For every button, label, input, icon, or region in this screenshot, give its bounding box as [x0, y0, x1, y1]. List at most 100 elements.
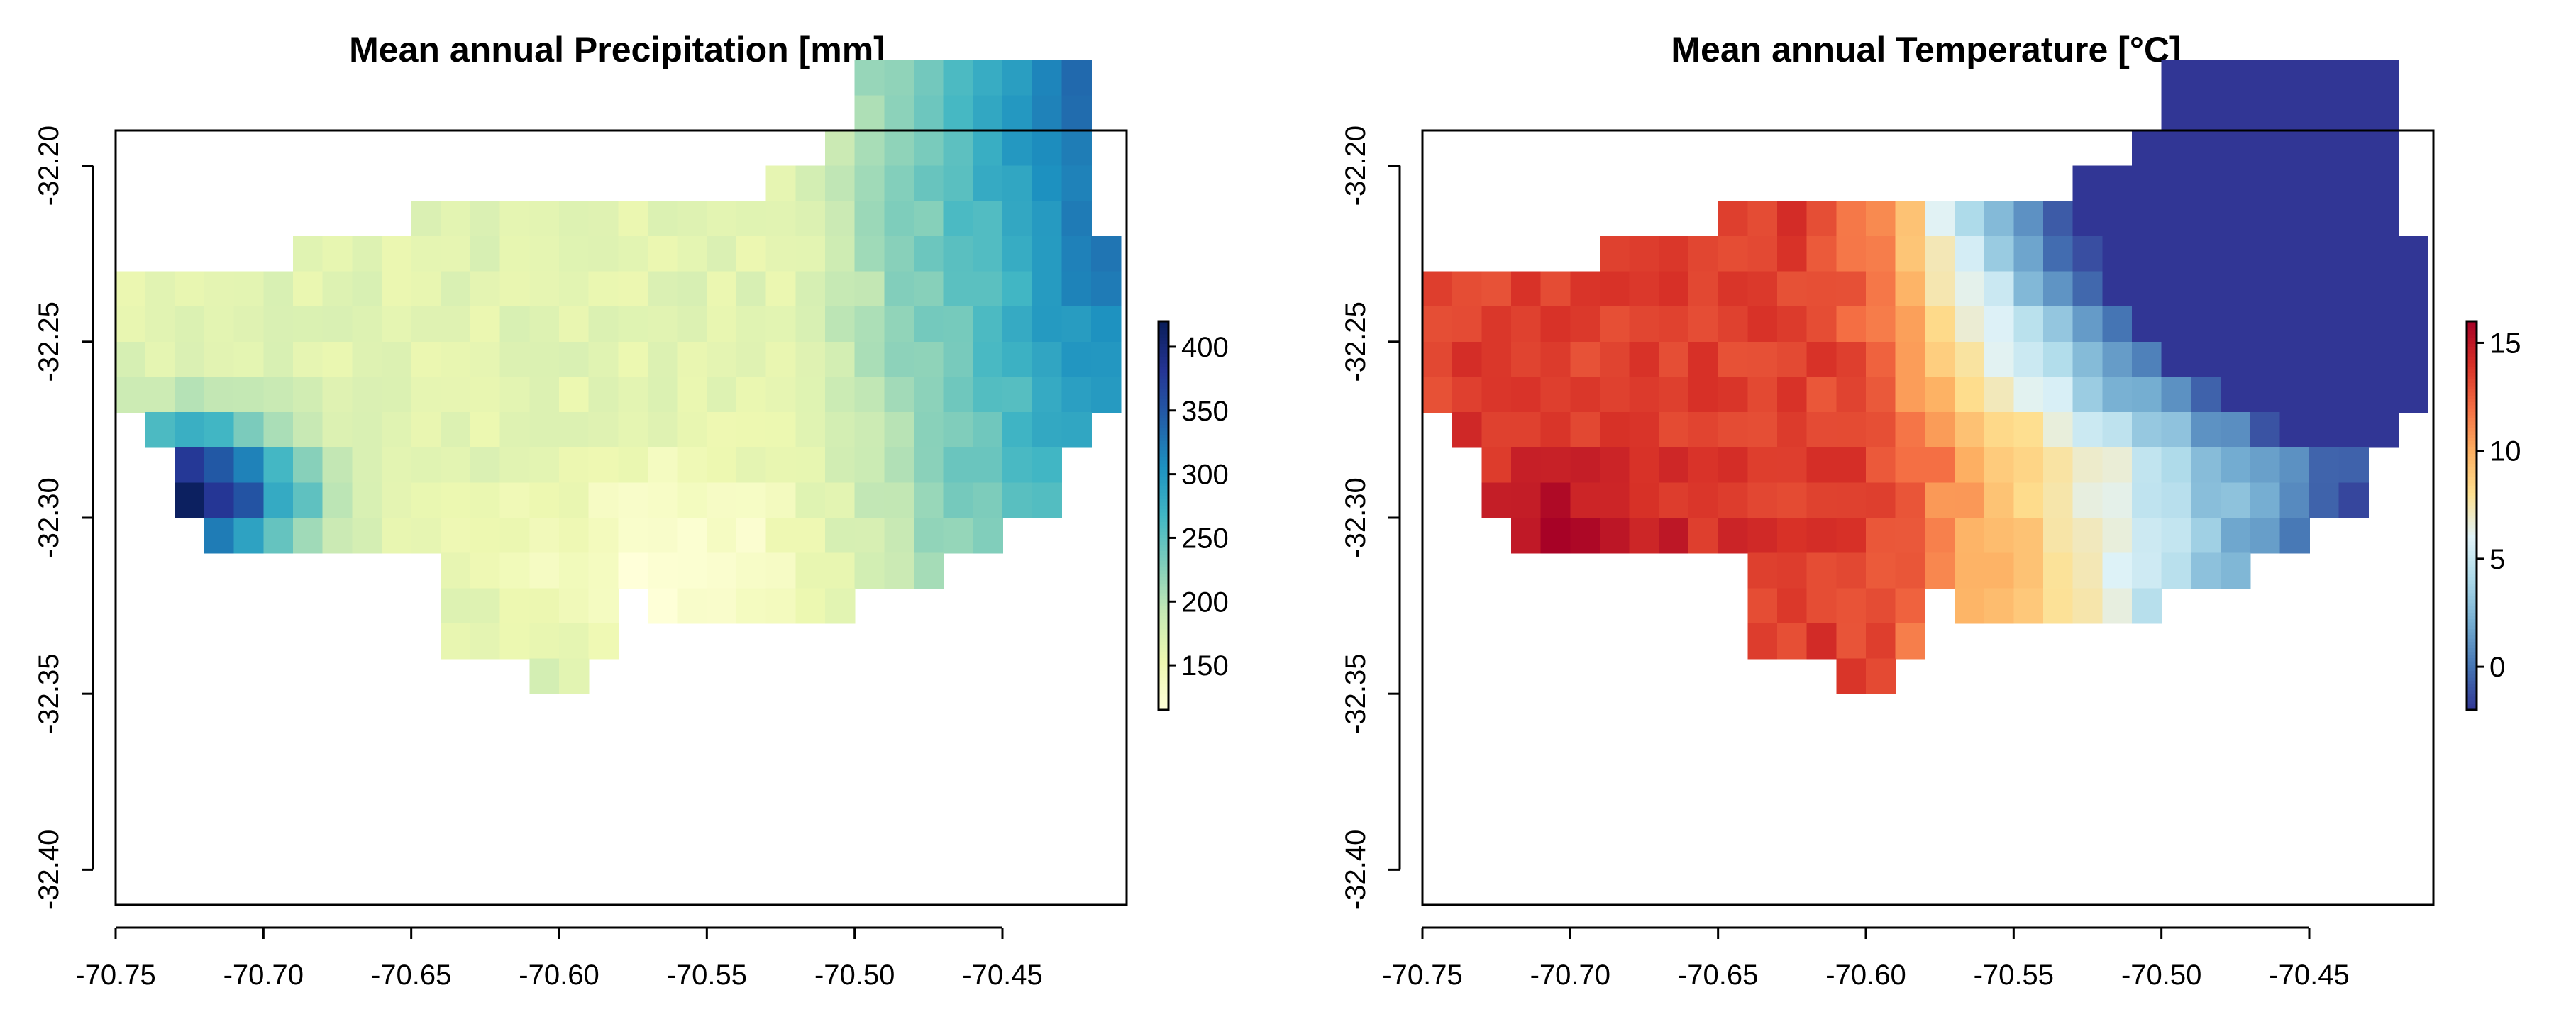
- raster-cell: [765, 552, 797, 589]
- raster-cell: [382, 447, 412, 484]
- colorbar-swatch: [1159, 628, 1168, 633]
- raster-cell: [175, 482, 205, 518]
- raster-cell: [884, 235, 914, 272]
- raster-cell: [2072, 165, 2104, 201]
- raster-cell: [648, 377, 678, 413]
- colorbar-swatch: [2467, 596, 2477, 601]
- raster-cell: [1061, 306, 1092, 343]
- raster-cell: [2102, 306, 2133, 343]
- raster-cell: [2161, 482, 2192, 518]
- y-tick-label: -32.35: [33, 653, 65, 733]
- raster-cell: [1984, 201, 2015, 237]
- raster-cell: [2072, 271, 2104, 307]
- raster-cell: [145, 341, 176, 378]
- raster-cell: [2221, 60, 2251, 96]
- raster-cell: [2102, 588, 2133, 624]
- colorbar-swatch: [2467, 330, 2477, 335]
- colorbar-swatch: [2467, 386, 2477, 390]
- colorbar-swatch: [2467, 428, 2477, 432]
- raster-cell: [2338, 447, 2370, 484]
- raster-cell: [352, 518, 382, 554]
- raster-cell: [1718, 377, 1749, 413]
- raster-cell: [204, 271, 235, 307]
- raster-cell: [618, 377, 648, 413]
- raster-cell: [2043, 518, 2074, 554]
- colorbar-swatch: [1159, 632, 1168, 636]
- raster-cell: [529, 235, 560, 272]
- raster-cell: [1481, 482, 1512, 518]
- raster-cell: [233, 412, 265, 448]
- colorbar-swatch: [1159, 564, 1168, 568]
- colorbar-swatch: [2467, 347, 2477, 351]
- raster-cell: [233, 306, 265, 343]
- raster-cell: [1002, 412, 1033, 448]
- raster-cell: [1806, 235, 1837, 272]
- raster-cell: [1777, 271, 1808, 307]
- raster-cell: [1866, 201, 1896, 237]
- colorbar-swatch: [1159, 350, 1168, 355]
- raster-cell: [1866, 306, 1896, 343]
- colorbar-swatch: [1159, 457, 1168, 461]
- raster-cell: [884, 165, 914, 201]
- colorbar-swatch: [2467, 473, 2477, 477]
- raster-cell: [1836, 552, 1867, 589]
- raster-cell: [588, 482, 619, 518]
- raster-cell: [825, 201, 856, 237]
- raster-cell: [1718, 306, 1749, 343]
- raster-cell: [648, 271, 678, 307]
- raster-cell: [2161, 377, 2192, 413]
- raster-cell: [1688, 482, 1719, 518]
- colorbar-swatch: [1159, 703, 1168, 708]
- colorbar-swatch: [2467, 567, 2477, 572]
- raster-cell: [2250, 235, 2281, 272]
- raster-cell: [2132, 130, 2162, 167]
- raster-cell: [499, 377, 531, 413]
- raster-cell: [2309, 306, 2340, 343]
- raster-cell: [914, 130, 944, 167]
- raster-cell: [1955, 235, 1985, 272]
- raster-cell: [2191, 482, 2221, 518]
- raster-cell: [2309, 482, 2340, 518]
- raster-cell: [765, 341, 797, 378]
- colorbar-tick-label: 15: [2489, 328, 2521, 359]
- colorbar-swatch: [2467, 613, 2477, 617]
- raster-cell: [1540, 341, 1571, 378]
- raster-cell: [322, 518, 353, 554]
- raster-cell: [825, 518, 856, 554]
- raster-cell: [1422, 271, 1453, 307]
- colorbar-swatch: [1159, 557, 1168, 562]
- raster-cell: [322, 412, 353, 448]
- raster-cell: [1777, 447, 1808, 484]
- colorbar-swatch: [2467, 677, 2477, 682]
- raster-cell: [973, 95, 1003, 131]
- raster-cell: [441, 201, 471, 237]
- raster-cell: [677, 377, 708, 413]
- raster-cell: [825, 447, 856, 484]
- colorbar-swatch: [2467, 431, 2477, 435]
- raster-cell: [1570, 482, 1601, 518]
- raster-cell: [1984, 447, 2015, 484]
- raster-cell: [2072, 518, 2104, 554]
- colorbar-swatch: [1159, 535, 1168, 539]
- temperature-plot-frame: [1421, 129, 2435, 906]
- temperature-title: Mean annual Temperature [°C]: [1671, 30, 2181, 69]
- raster-cell: [2279, 482, 2310, 518]
- colorbar-swatch: [1159, 486, 1168, 491]
- raster-cell: [1481, 447, 1512, 484]
- raster-cell: [1600, 377, 1630, 413]
- raster-cell: [2338, 341, 2370, 378]
- precipitation-y-axis: -32.20 -32.25 -32.30 -32.35 -32.40: [33, 126, 94, 910]
- raster-cell: [854, 341, 885, 378]
- colorbar-swatch: [2467, 463, 2477, 468]
- raster-cell: [293, 377, 324, 413]
- raster-cell: [1836, 377, 1867, 413]
- colorbar-swatch: [1159, 434, 1168, 438]
- raster-cell: [529, 518, 560, 554]
- raster-cell: [2102, 341, 2133, 378]
- raster-cell: [2338, 95, 2370, 131]
- colorbar-swatch: [1159, 496, 1168, 500]
- raster-cell: [1061, 341, 1092, 378]
- raster-cell: [1806, 588, 1837, 624]
- colorbar-swatch: [2467, 343, 2477, 348]
- raster-cell: [322, 306, 353, 343]
